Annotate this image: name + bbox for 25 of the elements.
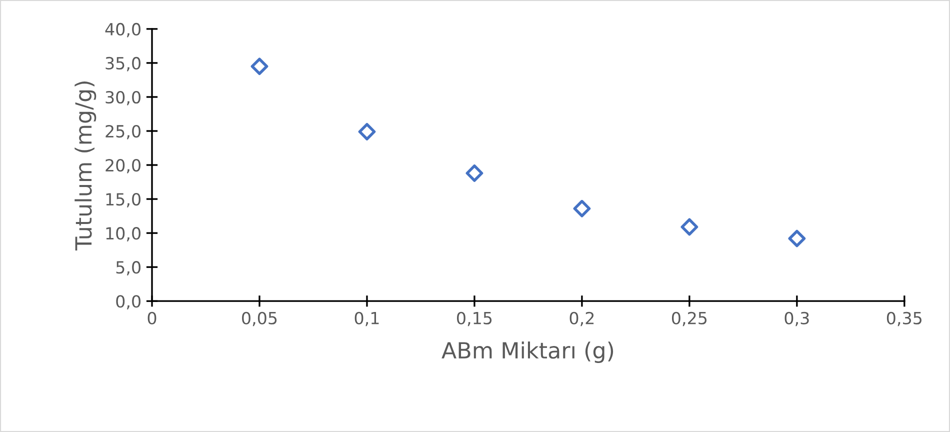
y-tick-label: 35,0	[106, 56, 140, 72]
y-tick-label: 15,0	[106, 193, 140, 208]
point	[573, 200, 591, 218]
y-tick-label: 40,0	[105, 22, 140, 38]
point	[788, 230, 806, 248]
x-tick-label: 0,1	[354, 312, 379, 326]
point	[250, 58, 268, 76]
x-tick-label: 0	[148, 312, 156, 324]
point	[358, 123, 376, 140]
x-axis-title: ABm Miktarı (g)	[442, 342, 614, 364]
y-tick-label: 5,0	[116, 261, 140, 276]
point	[466, 164, 484, 182]
x-tick-label: 0,2	[570, 312, 594, 326]
y-tick-label: 0,0	[116, 295, 140, 310]
y-tick-label: 30,0	[106, 90, 140, 106]
x-tick-label: 0,25	[672, 312, 707, 326]
y-axis-title: Tutulum (mg/g)	[74, 82, 96, 250]
point	[680, 218, 698, 236]
y-tick-label: 20,0	[106, 158, 140, 174]
y-tick-label: 25,0	[106, 124, 140, 140]
x-tick-label: 0,3	[784, 312, 809, 326]
x-tick-label: 0,35	[886, 312, 922, 326]
x-tick-label: 0,05	[242, 312, 277, 326]
x-tick-label: 0,15	[457, 312, 492, 326]
y-tick-label: 10,0	[106, 227, 140, 242]
